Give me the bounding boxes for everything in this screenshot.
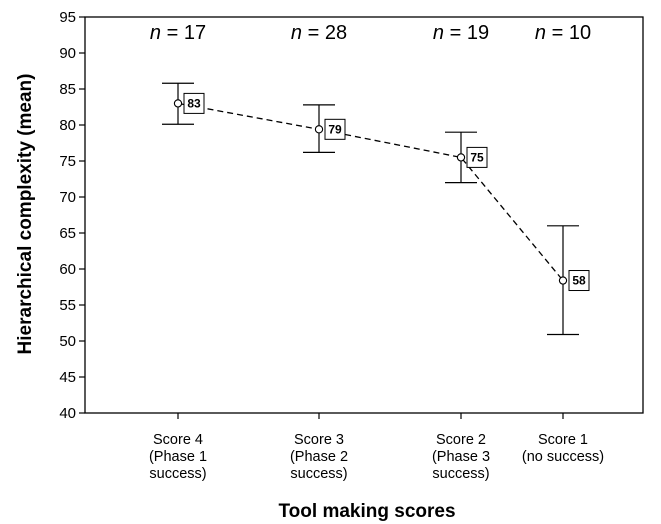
x-category-label: success)	[290, 466, 347, 482]
sample-size-label: n = 10	[535, 22, 591, 44]
y-tick-label: 75	[59, 153, 76, 170]
data-label: 58	[572, 274, 586, 288]
x-category-label: Score 3	[294, 432, 344, 448]
data-label-box	[466, 146, 488, 168]
y-tick-label: 45	[59, 369, 76, 386]
n-symbol: n	[535, 22, 546, 44]
sample-size-label: n = 28	[291, 22, 347, 44]
data-label: 83	[187, 96, 201, 110]
y-tick-label: 80	[59, 117, 76, 134]
x-category-label: (Phase 2	[290, 449, 348, 465]
y-tick-label: 40	[59, 405, 76, 422]
y-axis-title: Hierarchical complexity (mean)	[15, 74, 36, 355]
y-tick-label: 90	[59, 45, 76, 62]
sample-size-labels: n = 17 n = 28 n = 19 n = 10	[150, 22, 591, 44]
y-tick-label: 50	[59, 333, 76, 350]
x-category-label: success)	[432, 466, 489, 482]
sample-size-value: = 28	[302, 22, 347, 44]
sample-size-value: = 19	[444, 22, 489, 44]
mean-dashed-line	[177, 102, 564, 281]
n-symbol: n	[150, 22, 161, 44]
y-tick-label: 60	[59, 261, 76, 278]
mean-marker	[558, 276, 568, 285]
x-axis-title: Tool making scores	[278, 501, 455, 522]
x-category-label: Score 4	[153, 432, 203, 448]
mean-marker	[456, 153, 466, 162]
y-tick-label: 65	[59, 225, 76, 242]
sample-size-value: = 17	[161, 22, 206, 44]
data-label: 75	[470, 150, 484, 164]
x-category-label: (no success)	[522, 449, 604, 465]
sample-size-label: n = 19	[433, 22, 489, 44]
data-label-box	[324, 118, 346, 140]
data-label: 79	[328, 122, 342, 136]
y-tick-label: 55	[59, 297, 76, 314]
mean-series: 83 79 75 58	[162, 82, 590, 336]
plot-area-border	[84, 16, 644, 414]
data-label-box	[568, 270, 590, 292]
n-symbol: n	[433, 22, 444, 44]
mean-marker	[314, 125, 324, 134]
data-label-box	[183, 92, 205, 114]
x-category-label: Score 2	[436, 432, 486, 448]
y-tick-label: 95	[59, 9, 76, 26]
x-category-label: (Phase 1	[149, 449, 207, 465]
x-category-label: success)	[149, 466, 206, 482]
sample-size-value: = 10	[546, 22, 591, 44]
sample-size-label: n = 17	[150, 22, 206, 44]
x-category-label: Score 1	[538, 432, 588, 448]
y-axis: 40 45 50 55 60 65 70 75 80 85 90 95	[59, 9, 85, 422]
y-tick-label: 85	[59, 81, 76, 98]
y-tick-label: 70	[59, 189, 76, 206]
x-category-label: (Phase 3	[432, 449, 490, 465]
plot-frame	[84, 16, 644, 414]
n-symbol: n	[291, 22, 302, 44]
mean-marker	[173, 99, 183, 108]
